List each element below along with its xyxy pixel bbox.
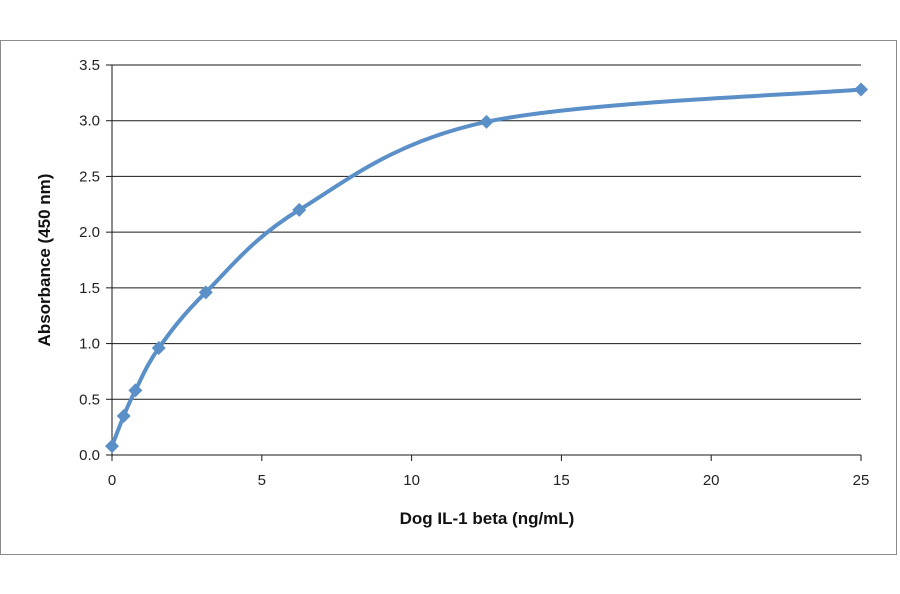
y-tick-label: 1.0 [79, 336, 100, 353]
chart-frame [0, 40, 897, 555]
x-tick-label: 15 [553, 472, 570, 489]
y-tick-label: 2.5 [79, 168, 100, 185]
y-tick-label: 3.5 [79, 57, 100, 74]
y-axis-label: Absorbance (450 nm) [35, 174, 54, 347]
x-tick-label: 0 [108, 472, 116, 489]
data-point-marker [128, 383, 143, 398]
axes [106, 64, 862, 461]
data-point-marker [854, 82, 868, 97]
data-point-marker [105, 439, 119, 454]
data-points [105, 82, 868, 454]
y-tick-label: 3.0 [79, 113, 100, 130]
x-tick-label: 5 [258, 472, 266, 489]
data-point-marker [198, 285, 213, 300]
y-tick-label: 1.5 [79, 280, 100, 297]
y-tick-labels: 0.0 0.5 1.0 1.5 2.0 2.5 3.0 3.5 [79, 57, 100, 464]
data-point-marker [479, 114, 494, 129]
x-tick-label: 25 [853, 472, 870, 489]
x-axis-label: Dog IL-1 beta (ng/mL) [400, 509, 575, 528]
x-tick-label: 10 [403, 472, 420, 489]
data-point-marker [292, 202, 307, 217]
y-tick-label: 0.5 [79, 391, 100, 408]
y-tick-label: 2.0 [79, 224, 100, 241]
data-point-marker [116, 409, 131, 423]
series-line [110, 87, 863, 449]
x-tick-labels: 0 5 10 15 20 25 [108, 472, 870, 489]
data-point-marker [151, 341, 166, 356]
y-tick-label: 0.0 [79, 447, 100, 464]
x-tick-label: 20 [703, 472, 720, 489]
